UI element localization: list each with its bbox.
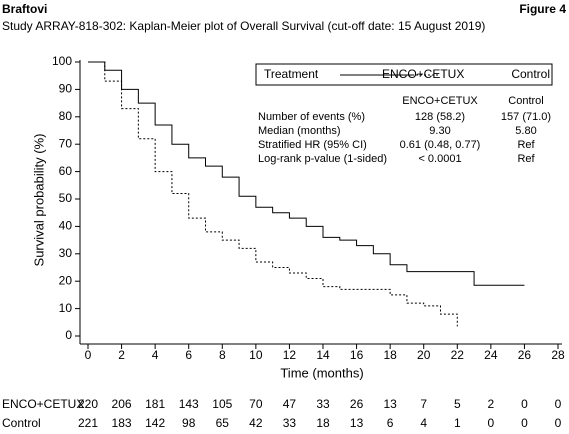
y-tick-label: 0 [65, 328, 72, 342]
x-tick-label: 28 [551, 348, 565, 362]
risk-count: 42 [249, 416, 263, 430]
x-tick-label: 16 [350, 348, 364, 362]
x-tick-label: 24 [484, 348, 498, 362]
y-tick-label: 10 [59, 301, 73, 315]
risk-count: 4 [420, 416, 427, 430]
risk-label: Control [2, 416, 41, 430]
x-tick-label: 20 [417, 348, 431, 362]
risk-count: 0 [488, 416, 495, 430]
survival-curve [88, 61, 525, 286]
risk-count: 0 [521, 416, 528, 430]
stats-label: Log-rank p-value (1-sided) [258, 153, 387, 165]
risk-count: 181 [145, 397, 165, 411]
stats-value: 5.80 [515, 125, 536, 137]
x-tick-label: 18 [383, 348, 397, 362]
risk-count: 0 [555, 397, 562, 411]
y-tick-label: 100 [52, 54, 72, 68]
x-tick-label: 14 [316, 348, 330, 362]
x-tick-label: 8 [219, 348, 226, 362]
risk-count: 142 [145, 416, 165, 430]
risk-count: 7 [420, 397, 427, 411]
risk-count: 206 [112, 397, 132, 411]
y-tick-label: 20 [59, 273, 73, 287]
legend-title: Treatment [264, 67, 319, 81]
stats-value: 9.30 [429, 125, 450, 137]
risk-count: 6 [387, 416, 394, 430]
risk-count: 5 [454, 397, 461, 411]
risk-count: 47 [283, 397, 297, 411]
y-tick-label: 30 [59, 246, 73, 260]
x-tick-label: 22 [451, 348, 465, 362]
x-tick-label: 6 [185, 348, 192, 362]
y-tick-label: 90 [59, 82, 73, 96]
y-tick-label: 80 [59, 109, 73, 123]
figure-label: Figure 4 [519, 2, 566, 16]
x-tick-label: 4 [152, 348, 159, 362]
stats-label: Stratified HR (95% CI) [258, 139, 367, 151]
stats-label: Median (months) [258, 125, 341, 137]
risk-count: 1 [454, 416, 461, 430]
brand: Braftovi [2, 2, 47, 16]
risk-count: 220 [78, 397, 98, 411]
risk-count: 98 [182, 416, 196, 430]
risk-count: 33 [316, 397, 330, 411]
risk-count: 65 [216, 416, 230, 430]
x-tick-label: 0 [85, 348, 92, 362]
x-tick-label: 12 [283, 348, 297, 362]
risk-count: 70 [249, 397, 263, 411]
risk-count: 18 [316, 416, 330, 430]
risk-count: 33 [283, 416, 297, 430]
x-tick-label: 10 [249, 348, 263, 362]
risk-count: 13 [383, 397, 397, 411]
y-tick-label: 50 [59, 191, 73, 205]
stats-header: Control [508, 95, 543, 107]
risk-count: 26 [350, 397, 364, 411]
x-axis-label: Time (months) [280, 365, 363, 380]
stats-value: Ref [517, 153, 535, 165]
stats-label: Number of events (%) [258, 111, 365, 123]
x-tick-label: 26 [518, 348, 532, 362]
stats-value: 0.61 (0.48, 0.77) [400, 139, 481, 151]
legend-label: ENCO+CETUX [382, 67, 464, 81]
y-tick-label: 40 [59, 219, 73, 233]
stats-value: 128 (58.2) [415, 111, 465, 123]
y-tick-label: 60 [59, 164, 73, 178]
legend-label: Control [511, 67, 550, 81]
y-tick-label: 70 [59, 136, 73, 150]
x-tick-label: 2 [118, 348, 125, 362]
stats-value: Ref [517, 139, 535, 151]
stats-header: ENCO+CETUX [402, 95, 478, 107]
risk-count: 105 [212, 397, 232, 411]
risk-label: ENCO+CETUX [2, 397, 84, 411]
chart-title: Study ARRAY-818-302: Kaplan-Meier plot o… [2, 19, 485, 33]
risk-count: 2 [488, 397, 495, 411]
y-axis-label: Survival probability (%) [31, 134, 46, 267]
stats-value: 157 (71.0) [501, 111, 551, 123]
risk-count: 143 [179, 397, 199, 411]
stats-value: < 0.0001 [418, 153, 461, 165]
risk-count: 0 [521, 397, 528, 411]
risk-count: 183 [112, 416, 132, 430]
risk-count: 221 [78, 416, 98, 430]
risk-count: 13 [350, 416, 364, 430]
risk-count: 0 [555, 416, 562, 430]
